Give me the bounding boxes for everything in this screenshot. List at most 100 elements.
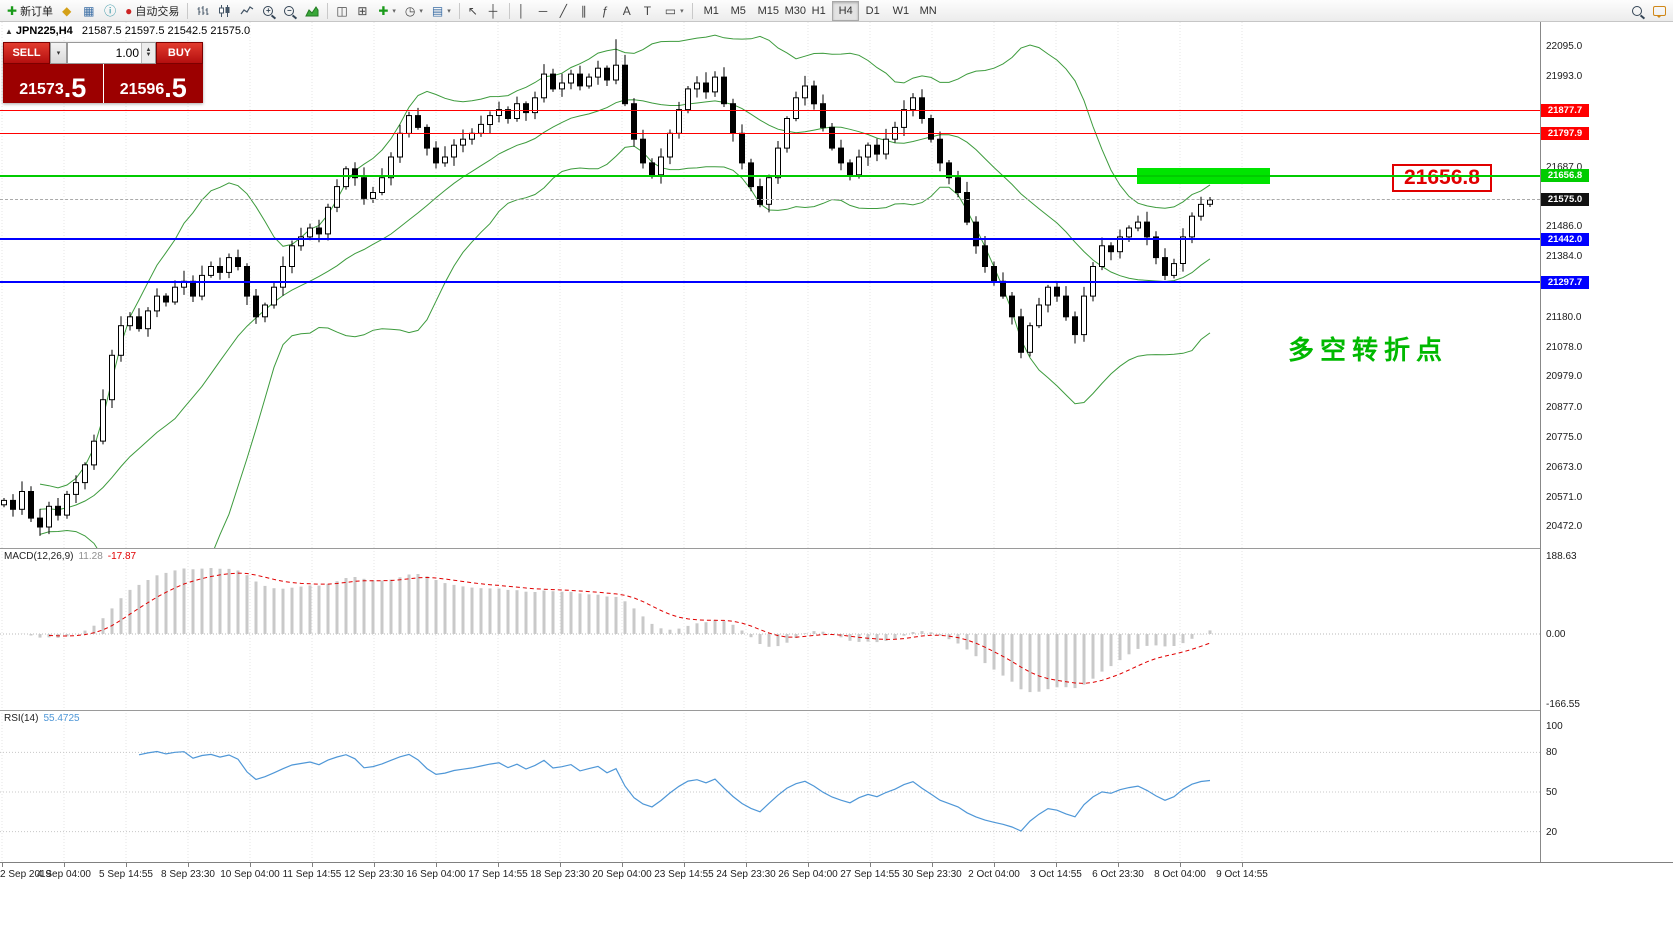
candle-body [217, 266, 223, 273]
tile-windows-button[interactable]: ⊞ [353, 1, 373, 21]
candle-body [415, 115, 421, 128]
price-axis-label: 21486.0 [1546, 221, 1583, 233]
price-chart-canvas[interactable] [0, 22, 1540, 548]
sell-button[interactable]: SELL [3, 42, 50, 64]
tf-button-M15[interactable]: M15 [751, 1, 779, 21]
clock-icon: ◷ [404, 3, 416, 18]
spin-down-icon[interactable]: ▼ [145, 52, 152, 58]
crosshair-button[interactable]: ┼ [485, 1, 505, 21]
autotrading-button[interactable]: ● 自动交易 [121, 1, 183, 21]
price-axis-label: 22095.0 [1546, 41, 1583, 52]
zoom-out-button[interactable]: − [280, 1, 300, 21]
periods-button[interactable]: ◷ ▾ [401, 1, 427, 21]
support-line-1[interactable] [0, 238, 1540, 241]
candle-body [406, 115, 412, 134]
new-order-button[interactable]: ✚ 新订单 [3, 1, 57, 21]
candle-body [604, 67, 610, 81]
tf-button-M5[interactable]: M5 [724, 1, 751, 21]
order-options-button[interactable]: ▾ [50, 42, 67, 64]
auto-scroll-button[interactable] [301, 1, 323, 21]
tf-button-W1[interactable]: W1 [886, 1, 913, 21]
candle-body [235, 257, 241, 268]
bar-chart-button[interactable] [192, 1, 213, 21]
trendline-icon: ╱ [559, 3, 567, 18]
crosshair-icon: ┼ [488, 3, 498, 18]
candle-body [595, 67, 601, 78]
candle-body [757, 186, 763, 205]
candle-body [334, 186, 340, 208]
time-axis-label: 8 Oct 04:00 [1154, 869, 1206, 880]
sell-price[interactable]: 21573.5 [3, 64, 104, 103]
rsi-panel-canvas[interactable] [0, 710, 1540, 862]
time-tick [746, 863, 747, 867]
macd-panel-canvas[interactable] [0, 548, 1540, 710]
shapes-button[interactable]: ▭ ▾ [661, 1, 688, 21]
fibonacci-button[interactable]: ƒ [598, 1, 618, 21]
candlestick-chart-button[interactable] [214, 1, 235, 21]
time-tick [250, 863, 251, 867]
spin-up-icon[interactable]: ▲ [145, 47, 152, 53]
price-chip: 21797.9 [1541, 127, 1589, 141]
volume-input[interactable] [68, 43, 141, 63]
new-chart-button[interactable]: ◫ [332, 1, 352, 21]
tf-button-H1[interactable]: H1 [805, 1, 832, 21]
price-axis-label: 21384.0 [1546, 251, 1583, 263]
support-line-2[interactable] [0, 281, 1540, 283]
panel-separator[interactable] [0, 710, 1673, 711]
candle-body [1207, 199, 1213, 205]
tf-button-H4[interactable]: H4 [831, 0, 859, 21]
line-chart-button[interactable] [236, 1, 258, 21]
panel-separator[interactable] [0, 548, 1673, 549]
time-axis-label: 5 Sep 14:55 [99, 869, 153, 880]
templates-button[interactable]: ▤ ▾ [428, 1, 455, 21]
candle-body [1000, 280, 1006, 297]
candle-body [1009, 295, 1015, 318]
tf-button-D1[interactable]: D1 [859, 1, 886, 21]
price-axis-label: 21180.0 [1546, 311, 1582, 323]
candle-body [505, 109, 511, 119]
vertical-line-button[interactable]: │ [514, 1, 534, 21]
time-axis-label: 3 Oct 14:55 [1030, 869, 1082, 880]
search-button[interactable] [1628, 1, 1648, 21]
add-indicator-icon: ✚ [378, 3, 389, 18]
tf-button-MN[interactable]: MN [913, 1, 940, 21]
pivot-line[interactable] [0, 174, 1540, 177]
charts-button[interactable]: ▦ [79, 1, 99, 21]
price-callout[interactable]: 21656.8 [1392, 164, 1492, 192]
candle-body [127, 316, 133, 327]
horizontal-line-button[interactable]: ─ [535, 1, 555, 21]
timeframe-bar: M1 M5 M15 M30 H1 H4 D1 W1 MN [697, 0, 940, 21]
cursor-button[interactable]: ↖ [464, 1, 484, 21]
add-indicator-button[interactable]: ✚ ▾ [374, 1, 400, 21]
last-price-line[interactable] [0, 199, 1540, 201]
annotation-note[interactable]: 多空转折点 [1288, 335, 1449, 365]
trendline-button[interactable]: ╱ [556, 1, 576, 21]
time-tick [2, 863, 3, 867]
chart-area[interactable]: ▲ JPN225,H4 21587.5 21597.5 21542.5 21575… [0, 22, 1673, 862]
volume-spinner[interactable]: ▲ ▼ [141, 43, 155, 63]
zoom-in-button[interactable]: + [259, 1, 279, 21]
time-axis[interactable]: 2 Sep 2019 4 Sep 04:00 5 Sep 14:55 8 Sep 23… [0, 862, 1673, 888]
community-button[interactable]: ⓘ [100, 1, 120, 21]
channel-button[interactable]: ∥ [577, 1, 597, 21]
price-axis-label: 20673.0 [1546, 461, 1583, 473]
price-axis-label: 21078.0 [1546, 342, 1583, 354]
candle-body [667, 132, 673, 158]
volume-field: ▲▼ [67, 42, 156, 64]
tf-button-M30[interactable]: M30 [778, 1, 806, 21]
text-button[interactable]: A [619, 1, 639, 21]
resistance-line-1[interactable] [0, 109, 1540, 111]
buy-button[interactable]: BUY [156, 42, 203, 64]
macd-signal-line [48, 572, 1211, 684]
tf-button-M1[interactable]: M1 [697, 1, 724, 21]
market-watch-button[interactable]: ◆ [58, 1, 78, 21]
resistance-line-2[interactable] [0, 133, 1540, 135]
candle-body [208, 266, 214, 276]
candle-body [424, 126, 430, 149]
time-tick [684, 863, 685, 867]
text-label-button[interactable]: T [640, 1, 660, 21]
candle-body [820, 103, 826, 128]
toolbar-separator [187, 2, 189, 19]
chat-button[interactable] [1649, 1, 1670, 21]
buy-price[interactable]: 21596.5 [119, 73, 187, 103]
